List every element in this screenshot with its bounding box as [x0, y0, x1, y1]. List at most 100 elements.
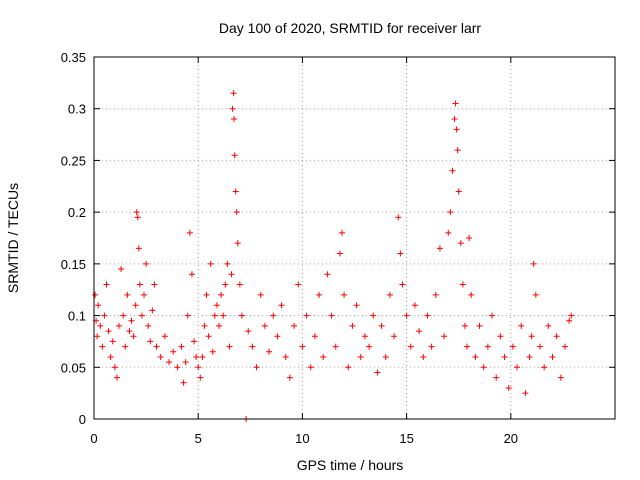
data-point: [441, 333, 448, 340]
data-point: [457, 240, 464, 247]
data-point: [432, 291, 439, 298]
data-point: [449, 167, 456, 174]
data-point: [180, 379, 187, 386]
data-point: [224, 260, 231, 267]
data-point: [514, 364, 521, 371]
data-point: [286, 374, 293, 381]
data-point: [464, 343, 471, 350]
x-tick-label: 15: [399, 431, 413, 446]
data-point: [103, 281, 110, 288]
data-point: [453, 126, 460, 133]
data-point: [472, 353, 479, 360]
data-point: [138, 312, 145, 319]
grid-layer: [94, 57, 615, 419]
data-point: [466, 235, 473, 241]
data-point: [454, 147, 461, 154]
data-point: [178, 343, 185, 350]
data-point: [230, 90, 237, 97]
y-tick-label: 0.35: [61, 50, 86, 65]
data-point: [231, 116, 238, 123]
x-tick-label: 5: [195, 431, 202, 446]
y-tick-label: 0.2: [68, 205, 86, 220]
data-point: [353, 302, 360, 309]
data-point: [99, 343, 106, 350]
data-point: [397, 250, 404, 257]
data-point: [218, 291, 225, 298]
data-point: [411, 302, 418, 309]
data-point: [530, 260, 537, 267]
data-point: [505, 384, 512, 391]
data-point: [236, 281, 243, 288]
data-point: [149, 307, 156, 314]
data-point: [461, 322, 468, 329]
data-point: [151, 281, 158, 288]
data-point: [532, 291, 539, 298]
data-point: [274, 333, 281, 340]
y-tick-label: 0.1: [68, 309, 86, 324]
data-point: [216, 322, 223, 329]
data-point: [97, 322, 104, 329]
data-point: [182, 359, 189, 366]
data-point: [120, 312, 127, 319]
data-point: [188, 271, 195, 278]
data-point: [536, 343, 543, 350]
data-point: [480, 364, 487, 371]
data-point: [451, 116, 458, 123]
data-point: [382, 353, 389, 360]
data-point: [107, 353, 114, 360]
x-tick-label: 10: [295, 431, 309, 446]
ticks-layer: 0 0.05 0.1 0.15 0.2 0.25 0.3 0.35 0 5 10 15 20: [61, 50, 615, 446]
data-point: [282, 353, 289, 360]
data-point: [445, 229, 452, 236]
data-point: [307, 364, 314, 371]
data-point: [122, 343, 129, 350]
data-point: [145, 322, 152, 329]
data-point: [116, 322, 123, 329]
data-point: [191, 338, 198, 345]
x-tick-label: 0: [90, 431, 97, 446]
data-point: [489, 312, 496, 319]
data-point: [407, 343, 414, 350]
data-point: [111, 364, 118, 371]
data-point: [134, 214, 141, 221]
data-point: [568, 312, 575, 319]
data-point: [299, 343, 306, 350]
y-tick-label: 0: [79, 412, 86, 427]
data-point: [455, 188, 462, 195]
data-point: [257, 291, 264, 298]
data-point: [452, 100, 459, 107]
data-point: [205, 333, 212, 340]
data-point: [201, 322, 208, 329]
data-point: [349, 322, 356, 329]
data-point: [509, 343, 516, 350]
data-point: [95, 302, 102, 309]
data-point: [229, 105, 236, 112]
data-point: [266, 348, 273, 355]
y-axis-label: SRMTID / TECUs: [5, 183, 21, 293]
data-point: [320, 353, 327, 360]
data-point: [101, 312, 108, 319]
data-point: [278, 302, 285, 309]
y-tick-label: 0.05: [61, 360, 86, 375]
data-point: [234, 240, 241, 247]
data-point: [213, 302, 220, 309]
y-tick-label: 0.15: [61, 257, 86, 272]
data-point: [233, 209, 240, 216]
data-point: [170, 348, 177, 355]
data-point: [245, 328, 252, 335]
data-point: [338, 229, 345, 236]
plot-frame: [93, 56, 616, 420]
data-point: [231, 152, 238, 159]
data-point: [249, 343, 256, 350]
data-point: [378, 322, 385, 329]
data-point: [143, 260, 150, 267]
data-point: [113, 374, 120, 381]
data-point: [136, 281, 143, 288]
data-point: [311, 333, 318, 340]
data-point: [557, 374, 564, 381]
data-point: [291, 322, 298, 329]
data-point: [166, 359, 173, 366]
data-point: [186, 229, 193, 236]
data-point: [128, 317, 135, 324]
